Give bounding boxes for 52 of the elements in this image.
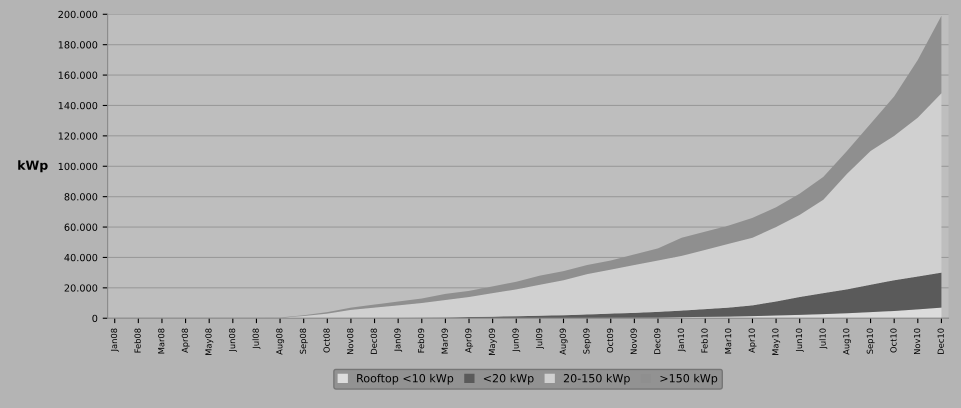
x-tick-label: Jan08: [110, 328, 119, 352]
x-tick-label: Apr08: [182, 328, 190, 353]
x-tick-label: Feb09: [418, 328, 424, 352]
x-tick-label: Dec08: [370, 328, 377, 354]
x-tick-label: Oct09: [606, 328, 614, 353]
y-tick-label: 160.000: [58, 72, 98, 79]
x-tick-label: Nov10: [914, 328, 920, 354]
y-tick-label: 180.000: [58, 41, 98, 49]
y-tick-label: 80.000: [64, 193, 98, 200]
x-tick-label: Nov09: [630, 328, 637, 354]
x-tick-label: Nov08: [347, 328, 354, 354]
x-tick-label: Jul10: [819, 328, 828, 350]
y-tick-label: 0: [92, 314, 98, 322]
x-tick-label: Jan10: [678, 328, 686, 352]
y-tick-label: 20.000: [64, 284, 98, 292]
x-tick-label: Jul08: [252, 328, 260, 350]
x-tick-label: Jun08: [228, 328, 237, 352]
x-tick-label: Oct10: [890, 328, 897, 353]
legend-label: <20 kWp: [484, 374, 534, 385]
x-tick-label: Mar09: [442, 328, 448, 354]
x-tick-label: Feb10: [701, 328, 708, 352]
x-tick-label: Apr09: [465, 328, 474, 353]
x-tick-label: Sep09: [583, 328, 592, 354]
x-tick-label: Apr10: [748, 328, 756, 353]
x-tick-label: Mar10: [724, 328, 732, 354]
x-tick-label: Dec10: [938, 328, 944, 354]
x-tick-label: Sep08: [300, 328, 308, 354]
y-tick-label: 40.000: [64, 254, 98, 262]
x-tick-label: Oct08: [323, 328, 330, 353]
x-tick-label: Dec09: [654, 328, 660, 354]
legend-label: Rooftop <10 kWp: [357, 374, 454, 385]
x-tick-label: Jun10: [796, 328, 804, 352]
text: >150 kWp: [660, 374, 718, 385]
x-tick-label: May09: [488, 328, 497, 355]
x-tick-label: May08: [205, 328, 214, 355]
x-tick-label: Aug10: [843, 328, 851, 355]
x-tick-label: Aug09: [560, 328, 568, 355]
x-tick-label: Sep10: [866, 328, 875, 354]
y-tick-label: 200.000: [58, 10, 98, 18]
y-tick-label: 120.000: [58, 132, 98, 140]
legend-label: 20-150 kWp: [564, 374, 630, 385]
y-tick-label: 100.000: [58, 162, 98, 170]
x-tick-label: Mar08: [158, 328, 164, 354]
x-tick-label: Jun09: [512, 328, 520, 352]
x-tick-label: Aug08: [276, 328, 284, 355]
y-axis-title: kWp: [18, 160, 48, 172]
x-tick-label: Jan09: [394, 328, 402, 352]
y-tick-label: 140.000: [58, 102, 98, 110]
x-tick-label: Jul09: [536, 328, 544, 350]
x-tick-label: Feb08: [134, 328, 141, 352]
x-tick-label: May10: [772, 328, 780, 355]
y-tick-label: 60.000: [64, 224, 98, 231]
